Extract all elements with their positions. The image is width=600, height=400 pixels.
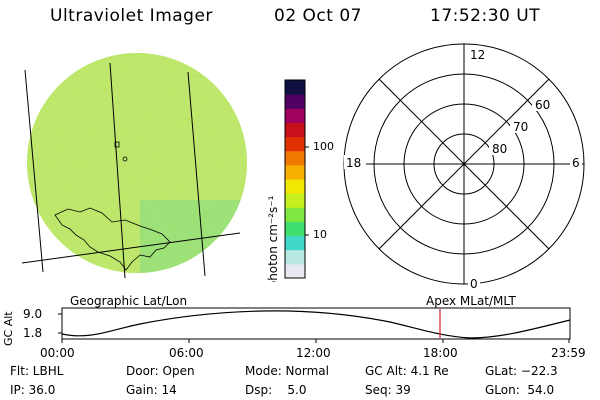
polar-plot: 12 18 6 0 60 70 80 — [343, 43, 585, 291]
timeline-ytick-bottom: 1.8 — [23, 326, 43, 340]
polar-diagonal-2 — [378, 78, 550, 250]
orbit-altitude-curve — [61, 310, 571, 339]
timeline-xtick-1200: 12:00 — [296, 346, 331, 360]
filter-readout: Flt: LBHL — [10, 364, 64, 378]
mlat-label-70: 70 — [513, 120, 528, 134]
mlt-label-18: 18 — [346, 156, 361, 170]
colorbar-cell — [285, 122, 305, 138]
colorbar-cell — [285, 108, 305, 123]
colorbar-unit-label: photon cm⁻²s⁻¹ — [266, 195, 280, 282]
colorbar-cell — [285, 235, 305, 251]
colorbar-cell — [285, 263, 305, 279]
mlt-label-0: 0 — [470, 277, 478, 291]
geographic-grid — [21, 62, 241, 279]
gain-readout: Gain: 14 — [126, 383, 177, 397]
timeline-xtick-2359: 23:59 — [551, 346, 586, 360]
glat-readout: GLat: −22.3 — [485, 364, 558, 378]
small-feature — [122, 156, 128, 162]
colorbar-tick-10: 10 — [313, 228, 327, 241]
colorbar-cell — [285, 193, 305, 208]
timeline-xtick-1800: 18:00 — [423, 346, 458, 360]
timeline-xtick-0600: 06:00 — [169, 346, 204, 360]
timeline-xtick-0000: 00:00 — [40, 346, 75, 360]
colorbar-cell — [285, 249, 305, 265]
timeline-ytick-top: 9.0 — [23, 307, 43, 321]
colorbar: photon cm⁻²s⁻¹ — [266, 79, 309, 282]
timeline-left-label: Geographic Lat/Lon — [70, 294, 188, 308]
colorbar-tick-100: 100 — [313, 140, 334, 153]
uv-image-panel — [21, 53, 247, 279]
ip-readout: IP: 36.0 — [10, 383, 56, 397]
mlt-label-12: 12 — [470, 48, 485, 62]
colorbar-cell — [285, 136, 305, 152]
colorbar-cell — [285, 80, 305, 95]
mlat-label-80: 80 — [492, 142, 507, 156]
glon-readout: GLon: 54.0 — [485, 383, 555, 397]
door-readout: Door: Open — [126, 364, 195, 378]
colorbar-cell — [285, 164, 305, 180]
colorbar-cell — [285, 207, 305, 222]
gc-alt-readout: GC Alt: 4.1 Re — [365, 364, 449, 378]
seq-readout: Seq: 39 — [365, 383, 411, 397]
mlt-label-6: 6 — [572, 156, 580, 170]
observation-date: 02 Oct 07 — [274, 6, 362, 26]
timeline-plot — [58, 307, 571, 343]
mode-readout: Mode: Normal — [245, 364, 329, 378]
mlat-label-60: 60 — [535, 98, 550, 112]
instrument-title: Ultraviolet Imager — [50, 6, 213, 26]
colorbar-cell — [285, 179, 305, 194]
coastline-outline — [54, 207, 171, 271]
colorbar-cell — [285, 94, 305, 109]
colorbar-cell — [285, 150, 305, 166]
dsp-readout: Dsp: 5.0 — [245, 383, 307, 397]
observation-time: 17:52:30 UT — [430, 6, 541, 26]
timeline-right-label: Apex MLat/MLT — [426, 294, 516, 308]
island-outline — [114, 141, 120, 148]
colorbar-cell — [285, 221, 305, 237]
